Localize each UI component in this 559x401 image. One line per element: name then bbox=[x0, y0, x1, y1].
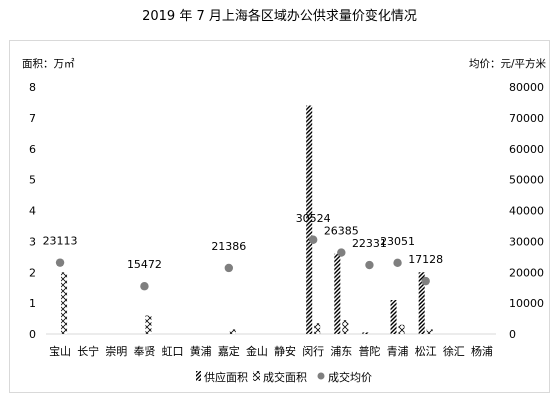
x-tick-label: 宝山 bbox=[49, 344, 71, 358]
bar-deal-area bbox=[426, 329, 433, 334]
legend-swatch-price bbox=[317, 372, 325, 380]
bar-deal-area bbox=[61, 272, 68, 334]
bar-supply-area bbox=[334, 253, 341, 334]
x-tick-label: 普陀 bbox=[358, 344, 380, 358]
y-left-tick-label: 8 bbox=[29, 81, 36, 94]
data-label-avg-price: 21386 bbox=[211, 240, 246, 253]
legend-label-supply: 供应面积 bbox=[204, 370, 248, 384]
y-left-tick-label: 6 bbox=[29, 143, 36, 156]
y-right-tick-label: 60000 bbox=[509, 143, 544, 156]
bar-supply-area bbox=[306, 105, 313, 335]
point-avg-price bbox=[308, 235, 318, 244]
x-tick-label: 嘉定 bbox=[218, 344, 240, 358]
x-tick-label: 虹口 bbox=[162, 345, 184, 358]
y-right-tick-label: 50000 bbox=[509, 174, 544, 187]
legend-swatch-deal bbox=[253, 371, 260, 381]
point-avg-price bbox=[393, 258, 402, 268]
data-label-avg-price: 30524 bbox=[296, 212, 331, 225]
x-tick-label: 奉贤 bbox=[133, 344, 155, 358]
y-left-tick-label: 0 bbox=[29, 328, 36, 341]
bar-deal-area bbox=[229, 329, 236, 334]
x-tick-label: 杨浦 bbox=[471, 344, 493, 358]
chart-frame bbox=[9, 40, 550, 393]
legend-label-deal: 成交面积 bbox=[263, 370, 307, 384]
y-left-tick-label: 1 bbox=[29, 297, 36, 310]
x-tick-label: 黄浦 bbox=[190, 344, 212, 358]
bar-deal-area bbox=[342, 320, 349, 334]
point-avg-price bbox=[55, 258, 65, 267]
y-left-tick-label: 3 bbox=[29, 235, 36, 248]
y-left-tick-label: 2 bbox=[29, 266, 36, 279]
bar-deal-area bbox=[398, 324, 405, 334]
y-right-tick-label: 20000 bbox=[509, 266, 544, 279]
point-avg-price bbox=[365, 260, 374, 270]
x-tick-label: 金山 bbox=[246, 344, 268, 358]
y-right-tick-label: 10000 bbox=[509, 297, 544, 310]
data-label-avg-price: 22331 bbox=[352, 237, 387, 250]
y-right-tick-label: 40000 bbox=[509, 205, 544, 218]
chart-title: 2019 年 7 月上海各区域办公供求量价变化情况 bbox=[142, 9, 417, 24]
x-tick-label: 长宁 bbox=[77, 344, 99, 358]
point-avg-price bbox=[421, 276, 430, 286]
x-tick-label: 浦东 bbox=[330, 345, 352, 358]
legend-label-price: 成交均价 bbox=[328, 370, 372, 384]
y-left-tick-label: 4 bbox=[29, 205, 36, 218]
x-tick-label: 闵行 bbox=[302, 344, 324, 358]
bar-deal-area bbox=[314, 323, 321, 334]
y-right-tick-label: 30000 bbox=[509, 235, 544, 248]
y-left-axis-label: 面积：万㎡ bbox=[22, 58, 75, 70]
data-label-avg-price: 23051 bbox=[380, 235, 415, 248]
data-label-avg-price: 23113 bbox=[43, 235, 78, 248]
point-avg-price bbox=[224, 263, 234, 273]
y-left-tick-label: 7 bbox=[29, 112, 36, 125]
data-label-avg-price: 15472 bbox=[127, 258, 162, 271]
y-right-tick-label: 70000 bbox=[509, 112, 544, 125]
x-tick-label: 松江 bbox=[415, 344, 437, 358]
x-tick-label: 青浦 bbox=[387, 345, 409, 358]
point-avg-price bbox=[140, 282, 149, 291]
bar-deal-area bbox=[145, 315, 152, 334]
x-tick-label: 崇明 bbox=[105, 345, 127, 358]
data-label-avg-price: 26385 bbox=[324, 225, 359, 238]
x-tick-label: 静安 bbox=[274, 344, 296, 358]
y-left-tick-label: 5 bbox=[29, 174, 36, 187]
x-tick-label: 徐汇 bbox=[443, 344, 465, 358]
y-right-tick-label: 80000 bbox=[509, 81, 544, 94]
bar-supply-area bbox=[390, 300, 397, 334]
y-right-axis-label: 均价：元/平方米 bbox=[469, 57, 547, 70]
point-avg-price bbox=[337, 248, 346, 257]
legend-swatch-supply bbox=[196, 371, 201, 381]
y-right-tick-label: 0 bbox=[509, 328, 516, 341]
data-label-avg-price: 17128 bbox=[408, 253, 443, 266]
bar-supply-area bbox=[418, 272, 425, 334]
bar-supply-area bbox=[362, 332, 369, 334]
